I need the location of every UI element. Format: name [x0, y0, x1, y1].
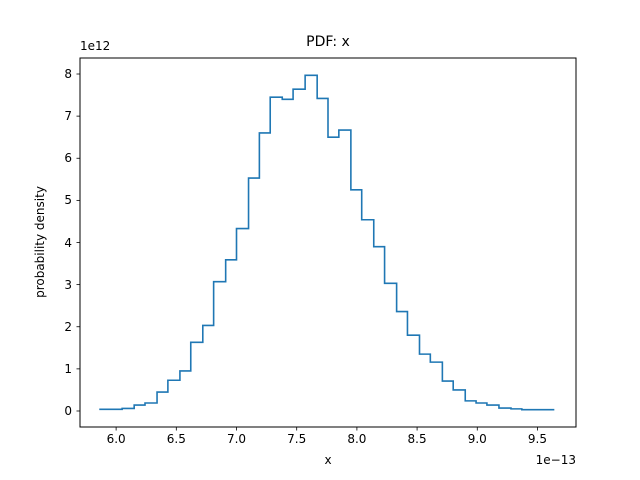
x-tick-label: 8.5 [407, 432, 427, 446]
y-tick-label: 5 [64, 193, 72, 208]
y-tick-label: 1 [64, 361, 72, 376]
y-tick-label: 6 [64, 151, 72, 166]
x-axis-offset-label: 1e−13 [535, 453, 576, 467]
histogram-step-line [99, 74, 555, 411]
y-axis-offset-label: 1e12 [80, 39, 111, 53]
chart-title: PDF: x [306, 34, 350, 50]
x-tick-label: 8.0 [347, 432, 367, 446]
y-tick-label: 7 [64, 109, 72, 124]
y-tick-label: 3 [64, 277, 72, 292]
x-tick-label: 9.5 [527, 432, 548, 446]
x-tick-label: 6.0 [106, 432, 126, 446]
y-tick-label: 2 [64, 319, 72, 334]
x-tick-label: 9.0 [467, 432, 487, 446]
x-axis-label: x [324, 453, 332, 467]
y-tick-label: 4 [64, 235, 72, 250]
x-tick-label: 6.5 [166, 432, 186, 446]
x-tick-label: 7.5 [287, 432, 307, 446]
y-tick-label: 0 [64, 403, 72, 418]
y-tick-label: 8 [64, 67, 72, 81]
x-tick-label: 7.0 [226, 432, 247, 446]
